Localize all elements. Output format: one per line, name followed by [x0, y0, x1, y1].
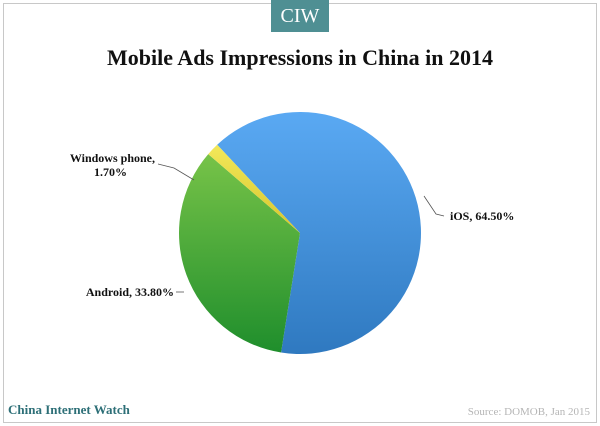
footer-brand: China Internet Watch: [8, 402, 130, 417]
source-note: Source: DOMOB, Jan 2015: [467, 406, 590, 418]
pie-slice-windows-phone: [208, 144, 300, 233]
data-label-ios: iOS, 64.50%: [450, 209, 514, 223]
data-label-windows-phone-line2: 1.70%: [94, 165, 127, 179]
leader-line-windows-phone: [157, 163, 195, 181]
pie-slice-ios: [217, 111, 421, 354]
data-label-windows-phone-line1: Windows phone,: [70, 151, 155, 165]
data-label-android: Android, 33.80%: [86, 285, 174, 299]
chart-title: Mobile Ads Impressions in China in 2014: [107, 45, 493, 70]
ciw-logo: CIW: [271, 0, 329, 32]
leader-line-ios: [423, 195, 445, 217]
pie-slice-android: [179, 154, 300, 353]
